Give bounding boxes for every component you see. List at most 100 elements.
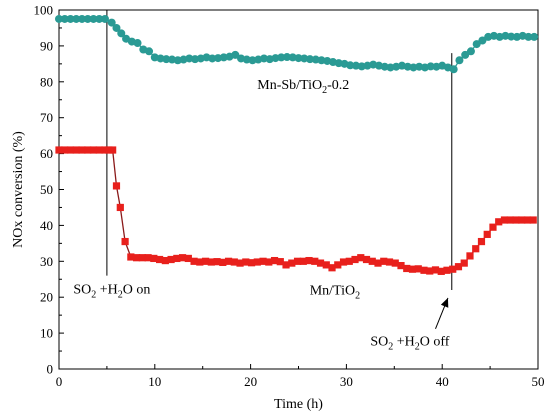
y-axis-title: NOx conversion (%) — [11, 131, 26, 248]
data-point — [443, 266, 451, 274]
data-point — [78, 146, 86, 154]
data-point — [426, 62, 435, 71]
plot-frame — [58, 9, 539, 370]
data-point — [431, 266, 440, 274]
so2-off-c: O off — [420, 335, 450, 350]
data-point — [362, 255, 371, 264]
data-point — [117, 29, 126, 38]
mn-sb-label-tail: -0.2 — [327, 78, 349, 93]
data-point — [454, 263, 463, 271]
data-point — [138, 254, 146, 262]
data-point — [145, 47, 154, 56]
data-point — [105, 146, 113, 154]
data-point — [305, 256, 313, 265]
data-point — [72, 146, 80, 154]
so2-on-c: O on — [123, 283, 151, 298]
data-point — [112, 23, 121, 32]
data-point — [230, 258, 238, 266]
so2-off-a: SO — [370, 335, 388, 350]
data-point — [420, 266, 428, 274]
data-point — [277, 53, 286, 62]
data-point — [437, 267, 445, 275]
data-point — [173, 254, 181, 263]
data-point — [408, 265, 417, 273]
data-point — [293, 257, 302, 265]
data-point — [161, 256, 169, 265]
y-tick-label: 50 — [40, 182, 53, 197]
data-point — [466, 252, 474, 260]
so2-h2o-off-label: SO2 +H2O off — [370, 335, 449, 353]
data-point — [512, 216, 520, 224]
y-tick-label: 20 — [40, 290, 53, 305]
so2-off-b-sub: 2 — [415, 342, 420, 353]
data-point — [150, 254, 158, 263]
data-point — [477, 237, 486, 246]
mn-sb-tio2-label: Mn-Sb/TiO2-0.2 — [257, 78, 349, 96]
y-tick-label: 10 — [40, 326, 53, 341]
x-tick-label: 10 — [148, 374, 161, 389]
x-axis-ticks: 0 10 20 30 40 50 — [56, 364, 545, 389]
so2-h2o-on-label: SO2 +H2O on — [73, 283, 150, 301]
data-point — [95, 146, 103, 154]
data-point — [101, 146, 109, 154]
series-0 — [55, 14, 539, 74]
data-point — [247, 259, 256, 267]
data-point — [500, 216, 509, 224]
data-point — [478, 36, 487, 45]
data-point — [305, 55, 314, 64]
data-point — [530, 32, 539, 41]
data-point — [489, 223, 497, 231]
y-tick-label: 80 — [40, 74, 53, 89]
data-point — [55, 14, 63, 23]
data-point — [224, 257, 233, 265]
data-point — [455, 56, 464, 65]
data-point — [253, 258, 261, 266]
data-point — [283, 53, 292, 62]
so2-on-b: +H — [96, 283, 118, 298]
data-point — [276, 258, 284, 266]
data-point — [472, 40, 481, 49]
data-point — [391, 259, 399, 267]
data-point — [162, 55, 171, 64]
data-point — [213, 258, 221, 266]
x-tick-label: 30 — [340, 374, 353, 389]
data-point — [449, 65, 458, 74]
series-line — [59, 149, 534, 273]
data-point — [426, 267, 434, 275]
mn-sb-label-sub: 2 — [322, 85, 327, 96]
data-point — [368, 257, 376, 265]
data-point — [294, 54, 303, 63]
y-tick-label: 70 — [40, 110, 53, 125]
series-1 — [55, 146, 537, 275]
data-point — [374, 259, 382, 267]
data-point — [66, 146, 75, 154]
data-point — [466, 47, 475, 56]
data-point — [100, 14, 109, 23]
data-point — [207, 258, 215, 266]
data-point — [77, 14, 86, 23]
y-tick-label: 100 — [34, 3, 54, 18]
data-point — [461, 50, 470, 59]
data-point — [345, 257, 353, 265]
y-tick-label: 40 — [40, 218, 53, 233]
data-point — [72, 14, 81, 23]
data-point — [167, 255, 175, 264]
so2-off-a-sub: 2 — [388, 342, 393, 353]
data-point — [89, 146, 98, 154]
so2-on-a-sub: 2 — [91, 290, 96, 301]
mn-label-main: Mn/TiO — [310, 283, 355, 298]
data-point — [231, 50, 240, 59]
data-point — [403, 264, 411, 273]
data-point — [184, 254, 192, 263]
data-point — [55, 146, 63, 154]
data-point — [60, 14, 69, 23]
data-point — [89, 14, 98, 23]
data-point — [316, 259, 325, 267]
data-point — [178, 254, 187, 262]
data-point — [288, 259, 296, 267]
data-point — [83, 14, 92, 23]
arrow-head — [440, 297, 449, 308]
mn-label-sub: 2 — [355, 290, 360, 301]
data-point — [523, 216, 532, 224]
